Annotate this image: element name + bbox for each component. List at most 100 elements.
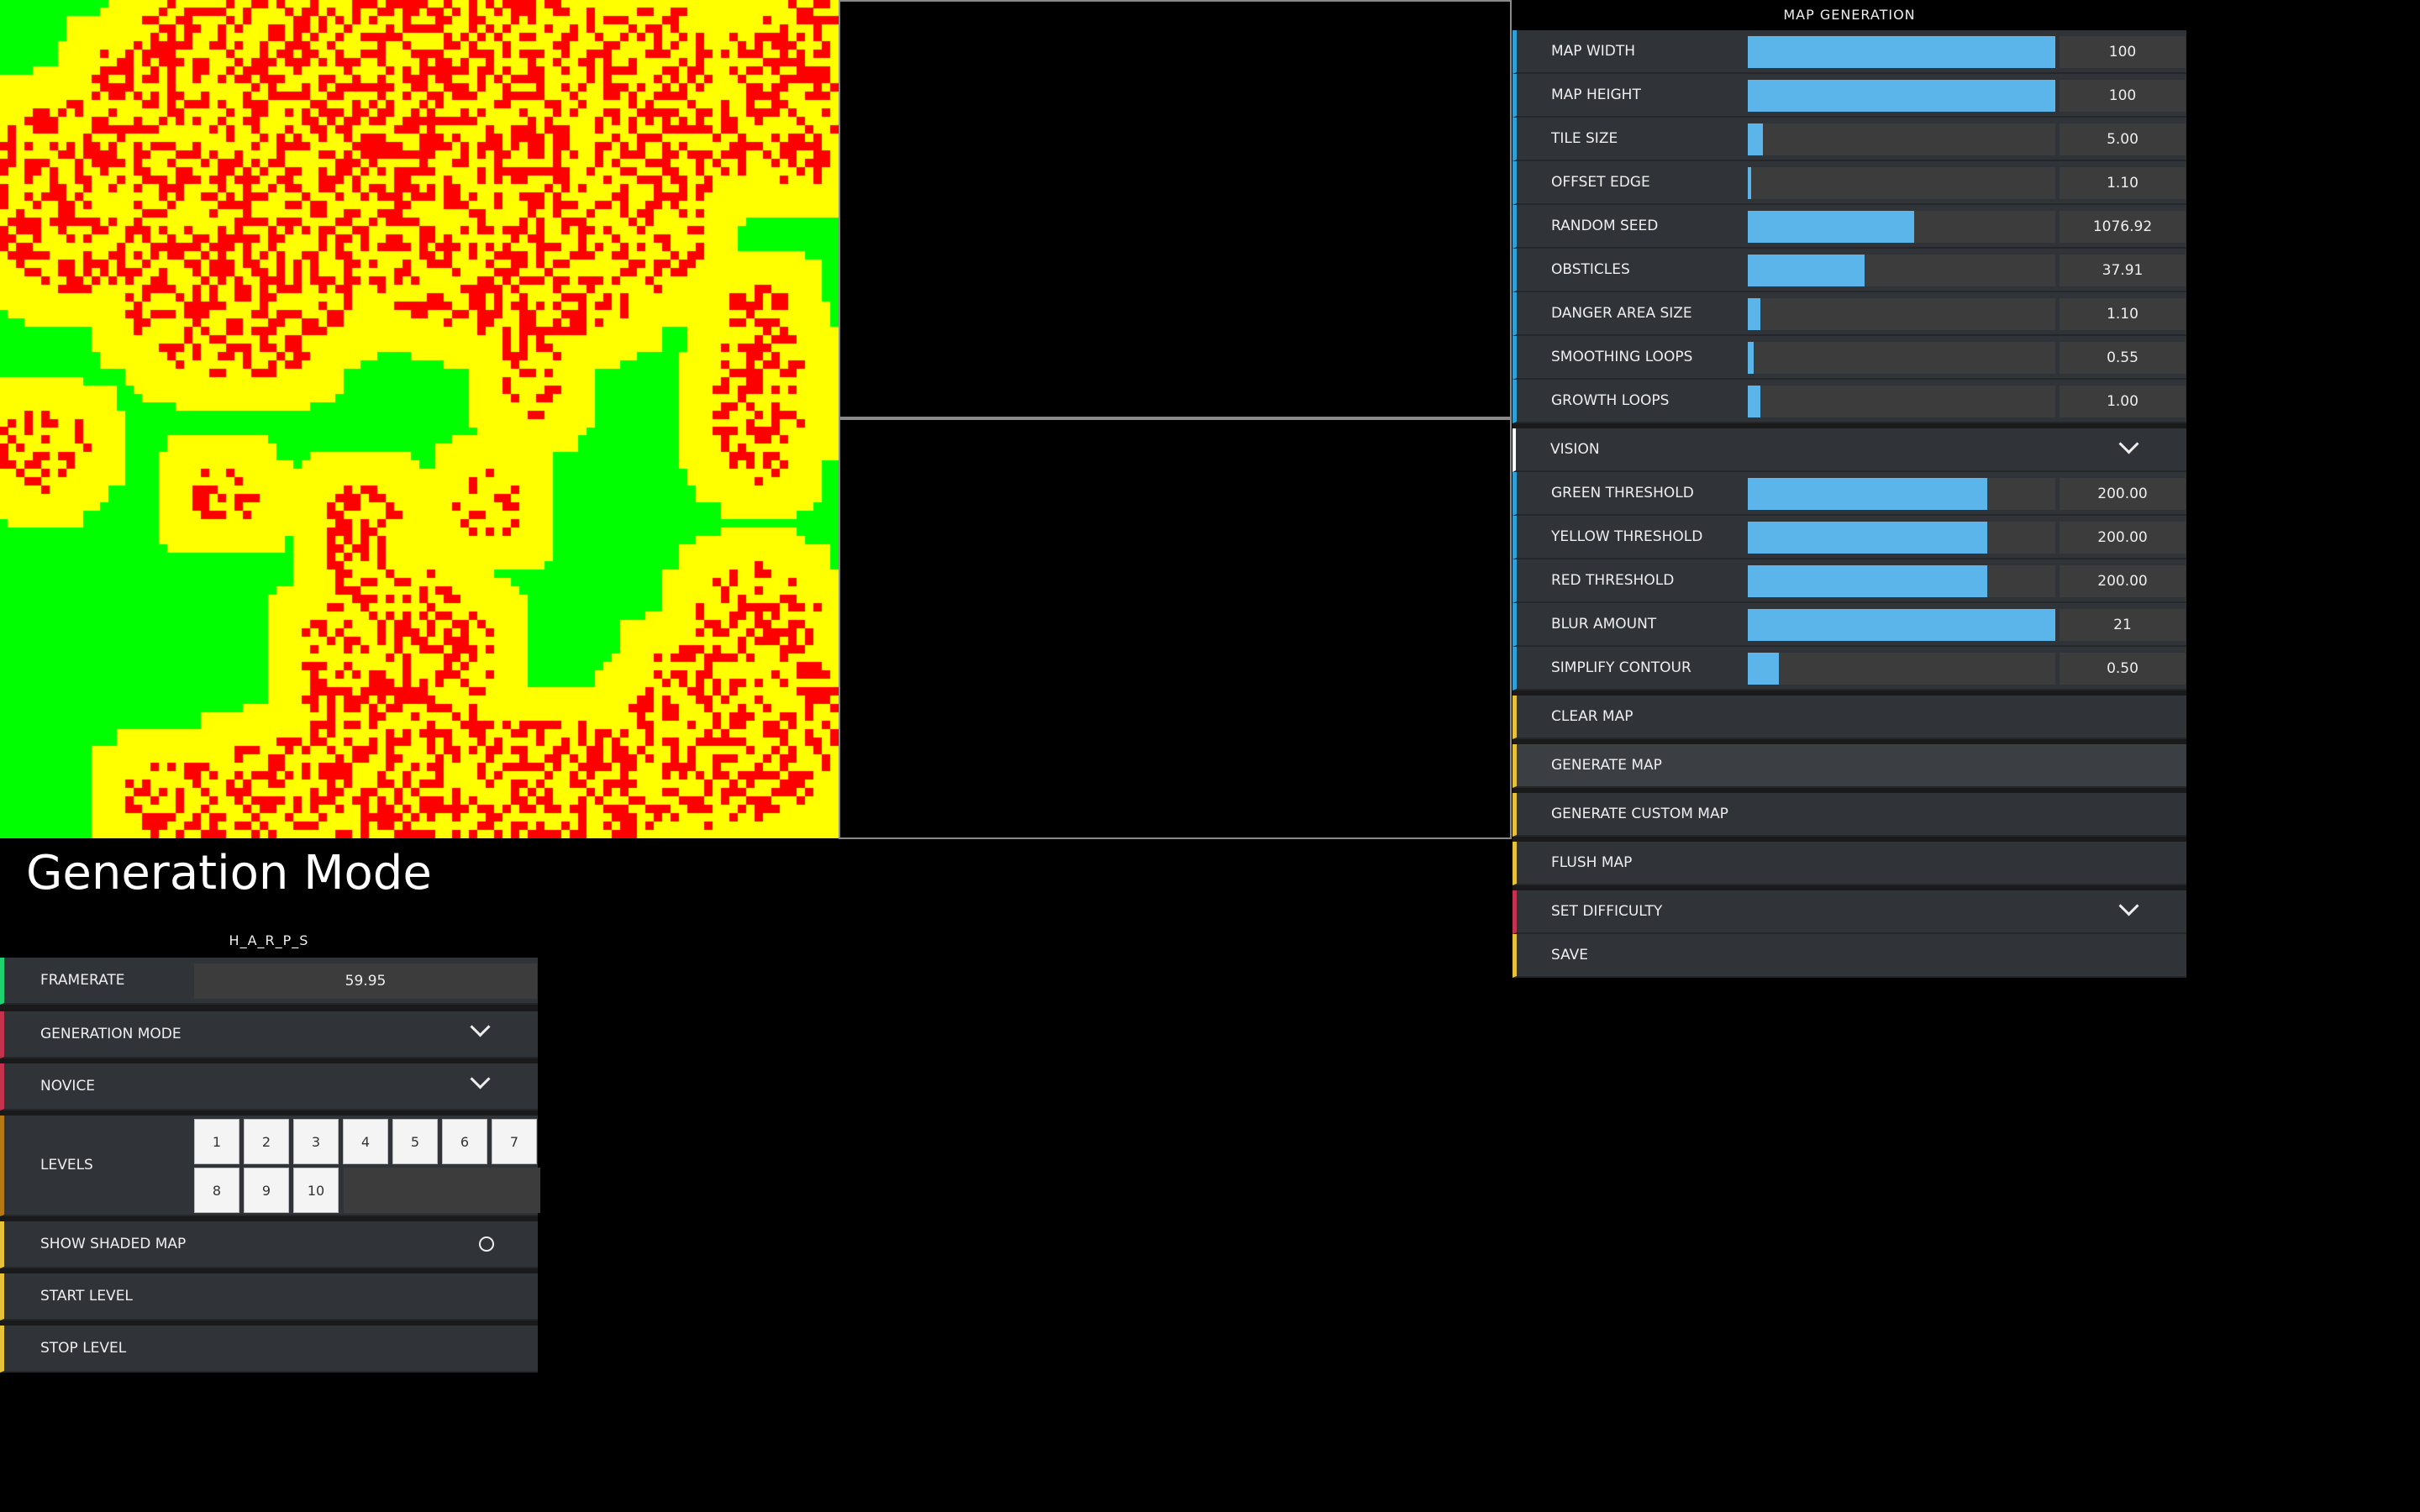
slider-label: RED THRESHOLD	[1551, 572, 1675, 589]
slider-value[interactable]: 200.00	[2060, 522, 2186, 554]
slider-value[interactable]: 1.00	[2060, 386, 2186, 417]
slider-track[interactable]	[1748, 123, 2055, 155]
slider-label: TILE SIZE	[1551, 130, 1618, 147]
show-shaded-map-toggle[interactable]: SHOW SHADED MAP	[0, 1221, 538, 1268]
camera-view-top	[839, 0, 1512, 418]
slider-label: BLUR AMOUNT	[1551, 616, 1657, 633]
flush-map-button[interactable]: FLUSH MAP	[1512, 842, 2186, 885]
slider-track[interactable]	[1748, 653, 2055, 685]
generate-custom-map-button[interactable]: GENERATE CUSTOM MAP	[1512, 793, 2186, 837]
slider-value[interactable]: 100	[2060, 80, 2186, 112]
map-canvas[interactable]	[0, 0, 839, 838]
slider-fill	[1748, 386, 1760, 417]
slider-label: OFFSET EDGE	[1551, 174, 1650, 191]
slider-track[interactable]	[1748, 609, 2055, 641]
radio-icon[interactable]	[479, 1236, 494, 1252]
vision-label: VISION	[1550, 441, 1600, 458]
slider-track[interactable]	[1748, 342, 2055, 374]
slider-green-threshold[interactable]: GREEN THRESHOLD 200.00	[1512, 472, 2186, 516]
slider-smoothing-loops[interactable]: SMOOTHING LOOPS 0.55	[1512, 336, 2186, 380]
slider-danger-area-size[interactable]: DANGER AREA SIZE 1.10	[1512, 292, 2186, 336]
level-button-1[interactable]: 1	[194, 1119, 239, 1164]
level-button-4[interactable]: 4	[343, 1119, 388, 1164]
slider-track[interactable]	[1748, 522, 2055, 554]
map-generation-panel: MAP GENERATION MAP WIDTH 100 MAP HEIGHT 100…	[1512, 0, 2186, 978]
slider-blur-amount[interactable]: BLUR AMOUNT 21	[1512, 603, 2186, 647]
start-level-button[interactable]: START LEVEL	[0, 1273, 538, 1320]
vision-folder[interactable]: VISION	[1512, 428, 2186, 472]
slider-label: SMOOTHING LOOPS	[1551, 349, 1693, 365]
slider-value[interactable]: 200.00	[2060, 478, 2186, 510]
generate-map-button[interactable]: GENERATE MAP	[1512, 744, 2186, 788]
level-button-5[interactable]: 5	[392, 1119, 438, 1164]
level-button-7[interactable]: 7	[492, 1119, 537, 1164]
slider-track[interactable]	[1748, 255, 2055, 286]
clear-map-button[interactable]: CLEAR MAP	[1512, 696, 2186, 739]
slider-value[interactable]: 1076.92	[2060, 211, 2186, 243]
slider-track[interactable]	[1748, 167, 2055, 199]
slider-fill	[1748, 342, 1754, 374]
chevron-down-icon	[470, 1068, 491, 1089]
slider-growth-loops[interactable]: GROWTH LOOPS 1.00	[1512, 380, 2186, 423]
slider-label: GROWTH LOOPS	[1551, 392, 1670, 409]
slider-fill	[1748, 609, 2055, 641]
framerate-value: 59.95	[194, 963, 537, 999]
harps-panel: H_A_R_P_S FRAMERATE 59.95 GENERATION MOD…	[0, 924, 540, 1373]
slider-track[interactable]	[1748, 80, 2055, 112]
level-buttons: 1 2 3 4 5 6 7 8 9 10	[194, 1119, 540, 1213]
level-button-6[interactable]: 6	[442, 1119, 487, 1164]
slider-track[interactable]	[1748, 298, 2055, 330]
levels-label: LEVELS	[40, 1157, 93, 1173]
slider-label: SIMPLIFY CONTOUR	[1551, 659, 1691, 676]
slider-value[interactable]: 21	[2060, 609, 2186, 641]
chevron-down-icon	[470, 1016, 491, 1037]
slider-map-height[interactable]: MAP HEIGHT 100	[1512, 74, 2186, 118]
save-button[interactable]: SAVE	[1512, 934, 2186, 978]
slider-label: DANGER AREA SIZE	[1551, 305, 1692, 322]
slider-fill	[1748, 522, 1988, 554]
slider-label: YELLOW THRESHOLD	[1551, 528, 1703, 545]
slider-yellow-threshold[interactable]: YELLOW THRESHOLD 200.00	[1512, 516, 2186, 559]
novice-dropdown[interactable]: NOVICE	[0, 1063, 538, 1110]
slider-obsticles[interactable]: OBSTICLES 37.91	[1512, 249, 2186, 292]
slider-label: MAP HEIGHT	[1551, 87, 1641, 103]
harps-title: H_A_R_P_S	[0, 924, 538, 958]
slider-fill	[1748, 255, 1865, 286]
slider-map-width[interactable]: MAP WIDTH 100	[1512, 30, 2186, 74]
map-generation-sliders: MAP WIDTH 100 MAP HEIGHT 100 TILE SIZE 5.00 OF…	[1512, 30, 2186, 423]
slider-fill	[1748, 36, 2055, 68]
slider-track[interactable]	[1748, 565, 2055, 597]
slider-random-seed[interactable]: RANDOM SEED 1076.92	[1512, 205, 2186, 249]
slider-track[interactable]	[1748, 386, 2055, 417]
slider-fill	[1748, 211, 1914, 243]
stop-level-button[interactable]: STOP LEVEL	[0, 1326, 538, 1373]
level-button-10[interactable]: 10	[293, 1168, 339, 1213]
slider-offset-edge[interactable]: OFFSET EDGE 1.10	[1512, 161, 2186, 205]
slider-value[interactable]: 1.10	[2060, 298, 2186, 330]
slider-track[interactable]	[1748, 478, 2055, 510]
slider-value[interactable]: 0.55	[2060, 342, 2186, 374]
level-button-8[interactable]: 8	[194, 1168, 239, 1213]
slider-value[interactable]: 1.10	[2060, 167, 2186, 199]
slider-simplify-contour[interactable]: SIMPLIFY CONTOUR 0.50	[1512, 647, 2186, 690]
slider-track[interactable]	[1748, 211, 2055, 243]
generation-mode-dropdown[interactable]: GENERATION MODE	[0, 1011, 538, 1058]
slider-red-threshold[interactable]: RED THRESHOLD 200.00	[1512, 559, 2186, 603]
framerate-row: FRAMERATE 59.95	[0, 958, 538, 1005]
slider-label: GREEN THRESHOLD	[1551, 485, 1694, 501]
level-button-2[interactable]: 2	[244, 1119, 289, 1164]
levels-row: LEVELS 1 2 3 4 5 6 7 8 9 10	[0, 1116, 540, 1216]
slider-value[interactable]: 5.00	[2060, 123, 2186, 155]
slider-fill	[1748, 123, 1764, 155]
chevron-down-icon	[2118, 433, 2139, 454]
slider-tile-size[interactable]: TILE SIZE 5.00	[1512, 118, 2186, 161]
level-button-3[interactable]: 3	[293, 1119, 339, 1164]
slider-value[interactable]: 200.00	[2060, 565, 2186, 597]
set-difficulty-dropdown[interactable]: SET DIFFICULTY	[1512, 890, 2186, 934]
level-button-9[interactable]: 9	[244, 1168, 289, 1213]
slider-value[interactable]: 37.91	[2060, 255, 2186, 286]
slider-fill	[1748, 298, 1760, 330]
slider-value[interactable]: 100	[2060, 36, 2186, 68]
slider-value[interactable]: 0.50	[2060, 653, 2186, 685]
slider-track[interactable]	[1748, 36, 2055, 68]
